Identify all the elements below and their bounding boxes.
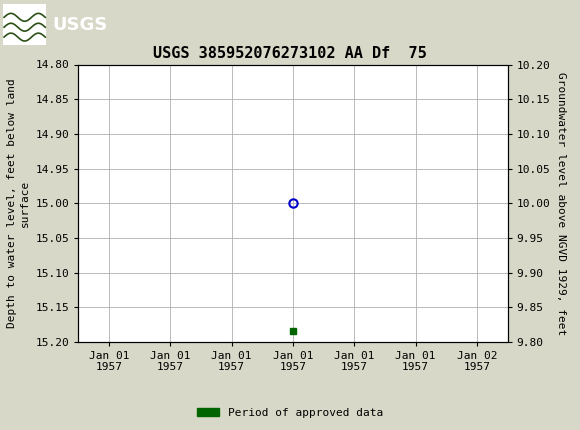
Y-axis label: Groundwater level above NGVD 1929, feet: Groundwater level above NGVD 1929, feet	[556, 71, 566, 335]
Text: USGS: USGS	[52, 16, 107, 34]
FancyBboxPatch shape	[3, 4, 46, 46]
Y-axis label: Depth to water level, feet below land
surface: Depth to water level, feet below land su…	[7, 78, 30, 328]
Text: USGS 385952076273102 AA Df  75: USGS 385952076273102 AA Df 75	[153, 46, 427, 61]
Legend: Period of approved data: Period of approved data	[193, 403, 387, 422]
